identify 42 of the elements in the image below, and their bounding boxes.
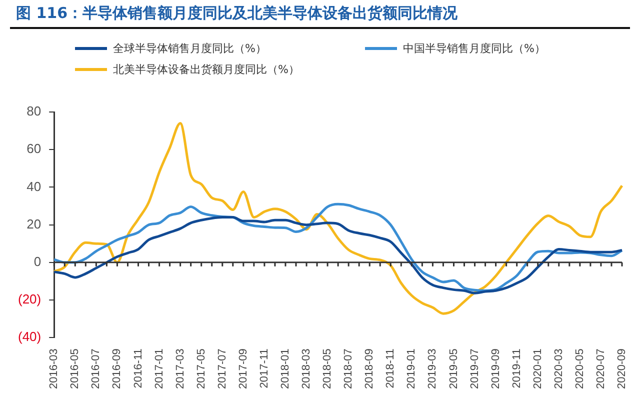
line-series — [52, 122, 624, 315]
x-tick-label: 2019-11 — [510, 348, 523, 388]
x-tick-label: 2019-03 — [426, 348, 439, 390]
x-tick-label: 2020-09 — [616, 348, 628, 390]
x-tick-label: 2018-11 — [384, 348, 397, 388]
x-tick-label: 2017-03 — [174, 348, 186, 390]
y-tick-label: 80 — [26, 104, 42, 119]
x-tick-label: 2017-11 — [258, 348, 270, 388]
legend-label: 中国半导销售月度同比（%） — [403, 41, 546, 56]
x-tick-label: 2018-03 — [300, 348, 313, 390]
x-tick-label: 2019-09 — [490, 348, 502, 390]
x-tick-label: 2019-05 — [448, 348, 460, 390]
legend-label: 全球半导体销售月度同比（%） — [113, 41, 266, 56]
x-tick-label: 2016-05 — [69, 348, 82, 390]
x-tick-label: 2017-07 — [216, 348, 228, 390]
y-tick-label: 20 — [26, 216, 42, 232]
x-tick-label: 2020-03 — [552, 348, 565, 390]
x-tick-label: 2017-01 — [153, 348, 166, 390]
legend-label: 北美半导体设备出货额月度同比（%） — [113, 62, 300, 77]
x-tick-label: 2020-01 — [532, 348, 544, 390]
y-tick-label: 0 — [34, 254, 42, 269]
y-tick-label: (40) — [18, 329, 42, 344]
x-tick-label: 2020-05 — [574, 348, 586, 390]
chart-title: 图 116：半导体销售额月度同比及北美半导体设备出货额同比情况 — [10, 0, 630, 29]
y-tick-label: 60 — [26, 141, 42, 156]
x-tick-label: 2020-07 — [595, 348, 607, 390]
x-tick-label: 2019-07 — [468, 348, 481, 390]
x-tick-label: 2017-05 — [195, 348, 208, 390]
y-tick-label: (20) — [18, 292, 42, 307]
line-series — [52, 216, 624, 294]
y-tick-label: 40 — [26, 178, 42, 194]
x-tick-label: 2016-07 — [90, 348, 102, 390]
x-tick-label: 2016-11 — [132, 348, 144, 388]
x-tick-label: 2018-01 — [280, 348, 292, 390]
x-tick-label: 2019-01 — [406, 348, 418, 390]
line-series — [52, 202, 624, 292]
x-tick-label: 2017-09 — [237, 348, 250, 390]
x-tick-label: 2018-07 — [342, 348, 355, 390]
x-tick-label: 2018-05 — [322, 348, 334, 390]
x-tick-label: 2016-09 — [111, 348, 124, 390]
x-tick-label: 2016-03 — [48, 348, 60, 390]
x-tick-label: 2018-09 — [364, 348, 376, 390]
